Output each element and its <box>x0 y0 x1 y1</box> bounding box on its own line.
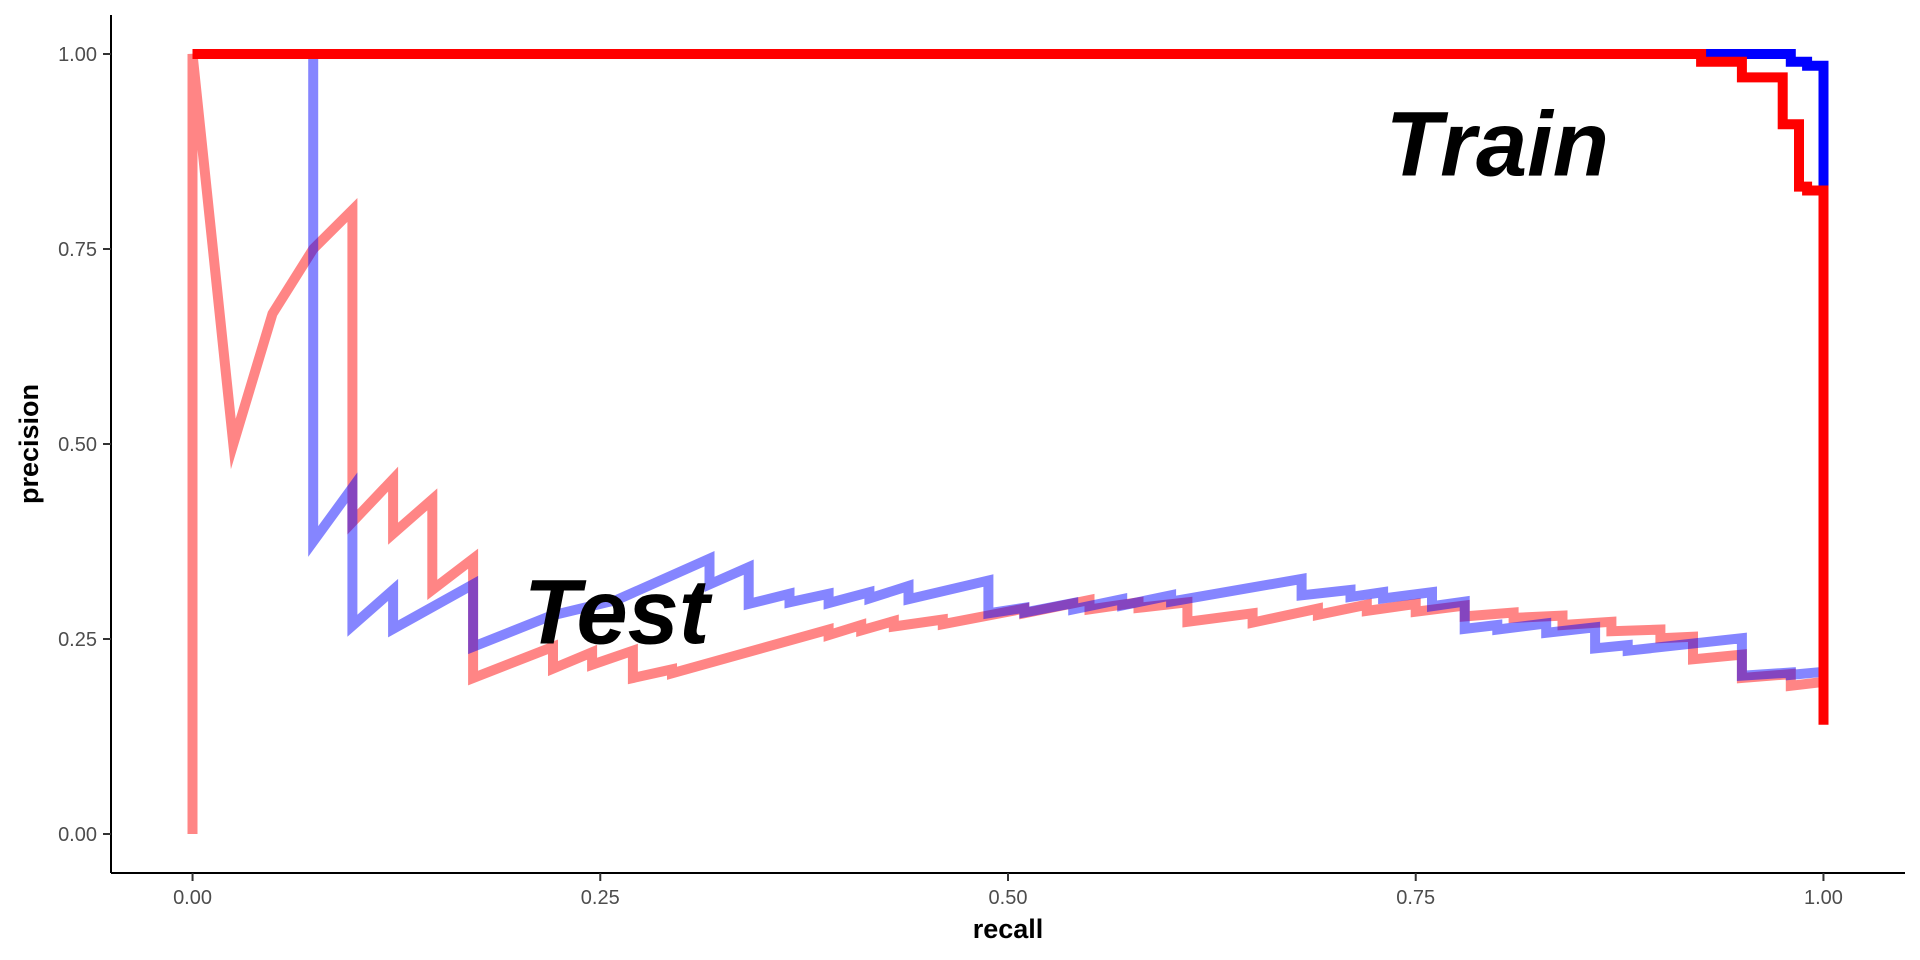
y-axis-title: precision <box>14 384 44 504</box>
x-tick-label: 0.50 <box>989 887 1028 909</box>
y-tick-label: 0.25 <box>58 629 97 651</box>
y-tick-label: 0.50 <box>58 434 97 456</box>
x-tick-label: 0.75 <box>1396 887 1435 909</box>
x-tick-label: 0.25 <box>581 887 620 909</box>
y-tick-label: 0.75 <box>58 239 97 261</box>
series-line-2 <box>192 49 1829 187</box>
x-tick-label: 1.00 <box>1804 887 1843 909</box>
annotation-layer: Train Test <box>524 94 1609 664</box>
series-layer <box>187 49 1829 834</box>
y-tick-label: 0.00 <box>58 824 97 846</box>
series-line-0 <box>187 53 1825 834</box>
x-tick-label: 0.00 <box>173 887 212 909</box>
series-line-3 <box>192 49 1829 725</box>
x-axis-title: recall <box>973 914 1044 944</box>
annotation-label-0: Train <box>1386 94 1609 196</box>
y-tick-label: 1.00 <box>58 44 97 66</box>
axis-layer: 0.00 0.25 0.50 0.75 1.00 0.00 0.25 0.50 0.75 1.00 <box>58 15 1905 909</box>
annotation-label-1: Test <box>524 562 713 664</box>
series-line-1 <box>308 54 1824 682</box>
